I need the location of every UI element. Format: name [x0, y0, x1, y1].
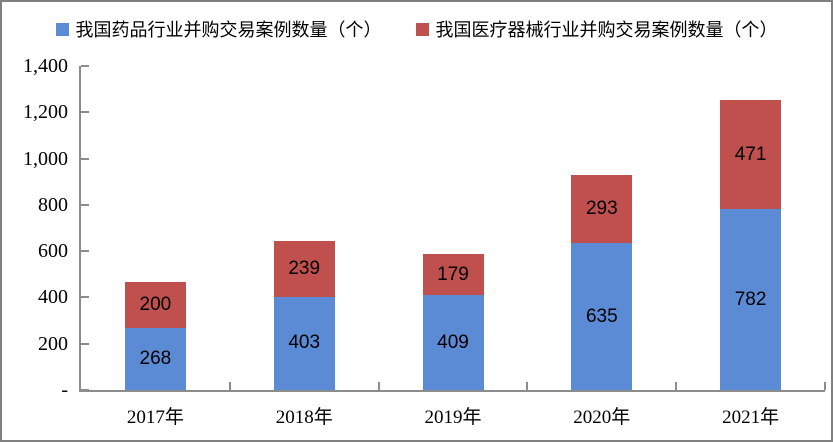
y-axis-tick [81, 342, 89, 345]
y-axis-label: 600 [38, 240, 68, 263]
y-axis-tick [81, 65, 89, 67]
bar-segment-2017年-series-0: 268 [124, 327, 186, 390]
y-axis-label: 800 [38, 193, 68, 216]
bar-segment-2020年-series-1: 293 [571, 175, 633, 244]
y-axis-tick [81, 157, 89, 160]
legend: 我国药品行业并购交易案例数量（个） 我国医疗器械行业并购交易案例数量（个） [2, 16, 831, 42]
bar-segment-2021年-series-1: 471 [720, 100, 782, 210]
plot-area: - 200 400 600 800 1,000 1,200 1,400 268 200 2017年 4… [23, 56, 826, 428]
bar-segment-2018年-series-0: 403 [273, 296, 335, 390]
y-axis-label: 400 [38, 286, 68, 309]
bar-segment-2020年-series-0: 635 [571, 243, 633, 390]
bar-data-label: 782 [734, 288, 767, 310]
bar-data-label: 403 [288, 332, 321, 354]
y-axis-tick [81, 111, 89, 114]
bar-data-label: 239 [288, 258, 321, 280]
x-axis-label: 2019年 [424, 407, 482, 428]
y-axis-tick [81, 250, 89, 253]
x-axis-tick [228, 382, 231, 390]
y-axis-label: 1,000 [23, 147, 68, 170]
legend-item: 我国医疗器械行业并购交易案例数量（个） [415, 16, 778, 42]
bar-data-label: 409 [437, 331, 469, 353]
y-axis-tick [81, 296, 89, 299]
x-axis-label: 2017年 [126, 407, 184, 428]
bar-segment-2021年-series-0: 782 [720, 209, 782, 390]
bar-data-label: 635 [585, 305, 618, 327]
bar-data-label: 471 [734, 143, 767, 165]
legend-item: 我国药品行业并购交易案例数量（个） [55, 16, 382, 42]
y-axis-label: 200 [38, 332, 68, 355]
y-axis-label: 1,200 [23, 101, 68, 124]
legend-swatch-icon [415, 22, 429, 36]
y-axis-tick [81, 203, 89, 206]
bar-data-label: 179 [437, 263, 469, 285]
x-axis-label: 2020年 [573, 407, 631, 428]
y-axis-label: - [61, 379, 68, 401]
legend-label: 我国药品行业并购交易案例数量（个） [75, 20, 382, 40]
y-axis-tick [81, 389, 89, 391]
bar-segment-2019年-series-1: 179 [422, 253, 484, 296]
bar-data-label: 293 [585, 198, 618, 220]
bar-data-label: 268 [139, 347, 172, 369]
x-axis-tick [824, 382, 826, 390]
x-axis-tick [526, 382, 529, 390]
bar-data-label: 200 [139, 293, 172, 315]
x-axis-tick [377, 382, 380, 390]
x-axis-tick [675, 382, 678, 390]
y-axis-label: 1,400 [23, 55, 68, 77]
legend-label: 我国医疗器械行业并购交易案例数量（个） [435, 20, 778, 40]
legend-swatch-icon [55, 22, 69, 36]
x-axis-label: 2018年 [275, 407, 333, 428]
x-axis-label: 2021年 [722, 407, 780, 428]
bar-segment-2018年-series-1: 239 [273, 241, 335, 297]
bar-segment-2019年-series-0: 409 [422, 295, 484, 390]
bar-segment-2017年-series-1: 200 [124, 281, 186, 328]
